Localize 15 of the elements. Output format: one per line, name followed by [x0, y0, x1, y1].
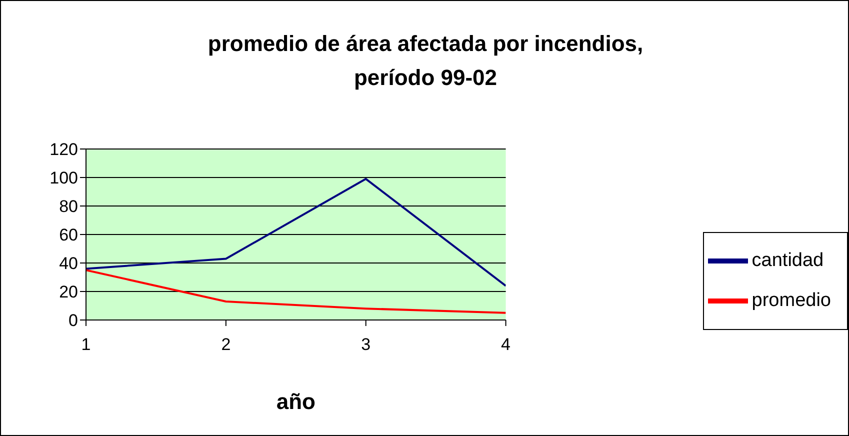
y-tick-label: 20 — [59, 282, 78, 302]
y-tick-label: 80 — [59, 197, 78, 216]
legend-label: promedio — [752, 290, 831, 312]
y-tick-label: 100 — [50, 168, 78, 188]
x-tick-label: 1 — [81, 335, 91, 354]
y-tick-label: 120 — [50, 140, 78, 160]
chart-title: promedio de área afectada por incendios, período 99-02 — [206, 30, 644, 92]
x-tick-label: 2 — [221, 335, 231, 354]
x-tick-label: 4 — [501, 335, 511, 354]
x-axis-title: año — [276, 389, 316, 414]
x-tick-label: 3 — [361, 335, 371, 354]
y-tick-label: 60 — [59, 226, 78, 245]
y-tick-label: 40 — [59, 254, 78, 274]
legend-label: cantidad — [752, 250, 824, 272]
y-tick-label: 0 — [68, 311, 78, 330]
